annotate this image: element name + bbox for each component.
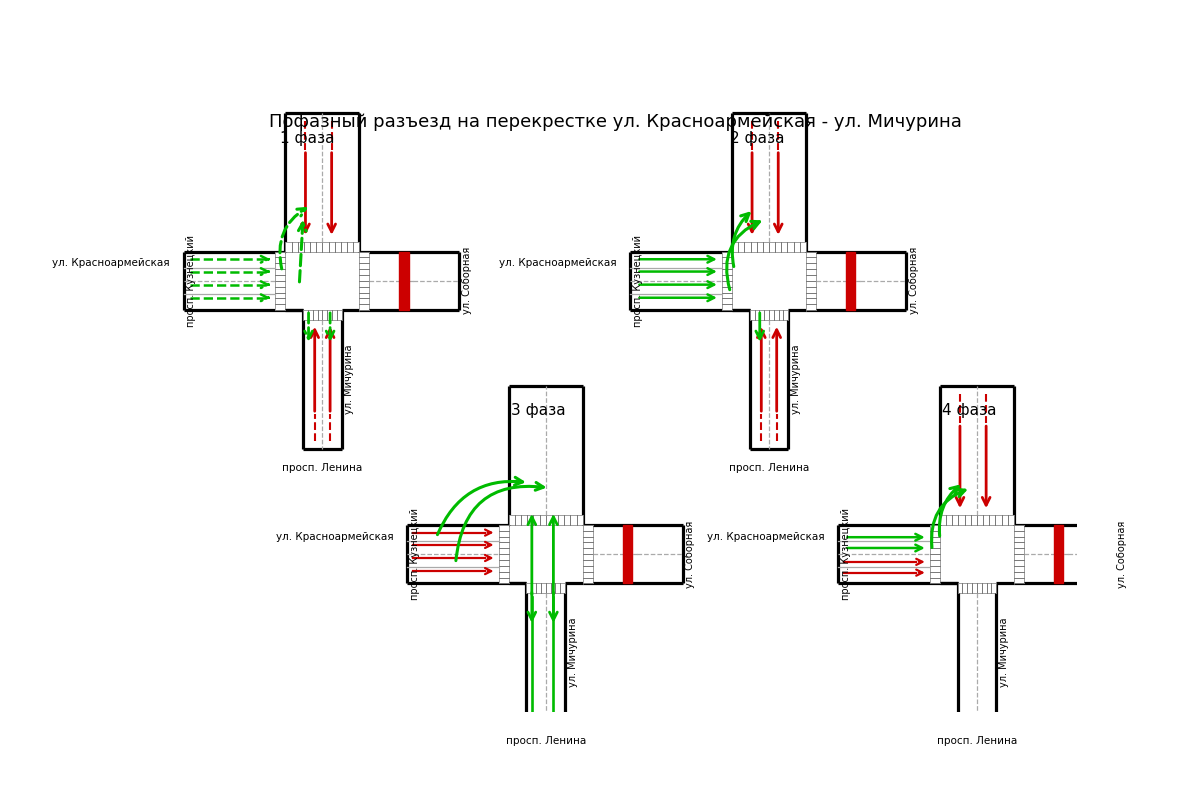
Bar	[839, 525, 940, 583]
Text: ул. Мичурина: ул. Мичурина	[344, 345, 354, 414]
Bar	[958, 583, 996, 722]
Text: 4 фаза: 4 фаза	[942, 402, 996, 418]
Text: 3 фаза: 3 фаза	[511, 402, 565, 418]
Bar	[527, 583, 565, 722]
Text: просп. Кузнецкий: просп. Кузнецкий	[186, 235, 197, 327]
Bar	[732, 242, 806, 251]
Bar	[940, 525, 1014, 583]
Bar	[304, 310, 342, 320]
Bar	[722, 251, 732, 310]
Text: ул. Красноармейская: ул. Красноармейская	[499, 258, 617, 268]
Text: ул. Соборная: ул. Соборная	[908, 247, 919, 314]
Text: 1 фаза: 1 фаза	[280, 131, 335, 146]
Bar	[630, 251, 732, 310]
Bar	[359, 251, 460, 310]
Bar	[806, 251, 906, 310]
Text: просп. Ленина: просп. Ленина	[937, 736, 1018, 746]
Bar	[286, 242, 359, 251]
Bar	[499, 525, 509, 583]
Text: ул. Красноармейская: ул. Красноармейская	[276, 531, 394, 542]
Text: просп. Ленина: просп. Ленина	[728, 462, 809, 473]
Text: ул. Мичурина: ул. Мичурина	[791, 345, 800, 414]
Bar	[1014, 525, 1024, 583]
Bar	[940, 515, 1014, 525]
Text: просп. Ленина: просп. Ленина	[282, 462, 362, 473]
Bar	[509, 515, 583, 525]
Bar	[527, 583, 565, 594]
Text: просп. Кузнецкий: просп. Кузнецкий	[410, 508, 420, 600]
Text: просп. Ленина: просп. Ленина	[505, 736, 586, 746]
Bar	[750, 310, 788, 449]
Bar	[930, 525, 940, 583]
Text: ул. Мичурина: ул. Мичурина	[998, 618, 1009, 687]
Bar	[806, 251, 816, 310]
Bar	[940, 386, 1014, 525]
Bar	[407, 525, 509, 583]
Bar	[958, 583, 996, 594]
Text: ул. Соборная: ул. Соборная	[462, 247, 472, 314]
Bar	[509, 386, 583, 525]
Text: Пофазный разъезд на перекрестке ул. Красноармейская - ул. Мичурина: Пофазный разъезд на перекрестке ул. Крас…	[269, 113, 961, 131]
Bar	[732, 251, 806, 310]
Bar	[750, 310, 788, 320]
Text: ул. Красноармейская: ул. Красноармейская	[53, 258, 170, 268]
Text: просп. Кузнецкий: просп. Кузнецкий	[841, 508, 851, 600]
Bar	[184, 251, 286, 310]
Text: ул. Соборная: ул. Соборная	[685, 521, 696, 588]
Bar	[583, 525, 593, 583]
Bar	[846, 251, 856, 310]
Bar	[583, 525, 683, 583]
Text: ул. Мичурина: ул. Мичурина	[568, 618, 577, 687]
Bar	[1014, 525, 1114, 583]
Bar	[509, 525, 583, 583]
Bar	[1054, 525, 1063, 583]
Bar	[286, 251, 359, 310]
Bar	[400, 251, 409, 310]
Text: 2 фаза: 2 фаза	[730, 131, 785, 146]
Bar	[359, 251, 370, 310]
Bar	[304, 310, 342, 449]
Bar	[623, 525, 632, 583]
Bar	[286, 113, 359, 251]
Text: просп. Кузнецкий: просп. Кузнецкий	[634, 235, 643, 327]
Text: ул. Соборная: ул. Соборная	[1117, 521, 1127, 588]
Text: ул. Красноармейская: ул. Красноармейская	[707, 531, 824, 542]
Bar	[732, 113, 806, 251]
Bar	[276, 251, 286, 310]
